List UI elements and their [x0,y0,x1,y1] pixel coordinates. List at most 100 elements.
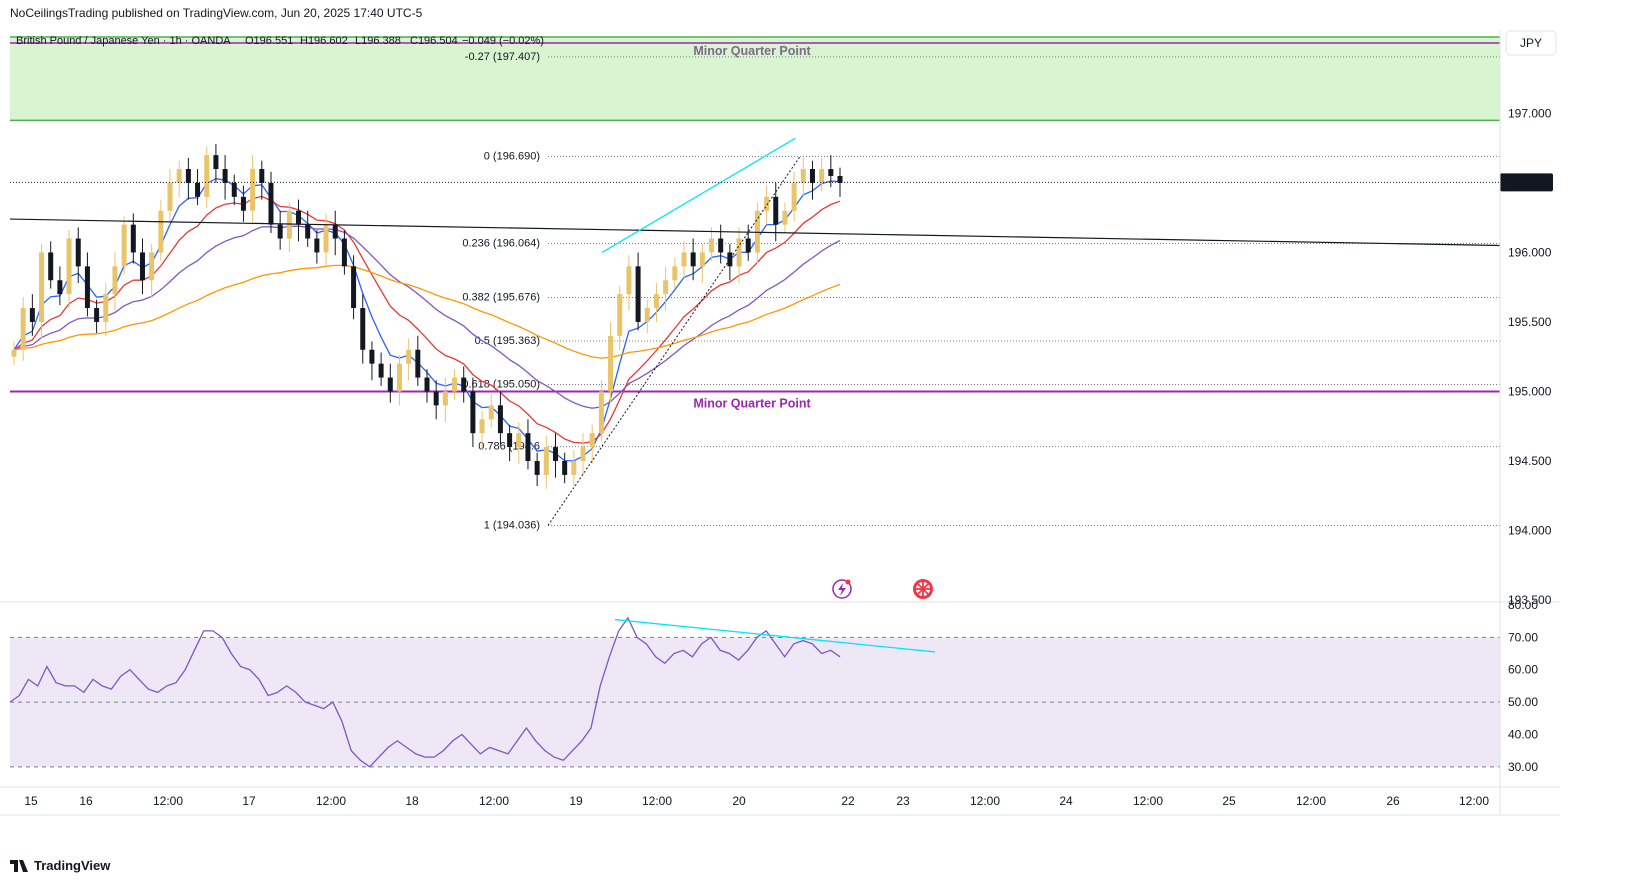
candle-body [185,169,191,183]
candle-body [314,238,320,253]
price-tick-label: 195.000 [1508,384,1552,398]
fib-retracement[interactable]: -0.27 (197.407) 0 (196.690) 0.236 (196.064… [462,51,1500,532]
time-tick-label: 12:00 [1459,794,1489,808]
candle-body [837,175,843,183]
candle-body [139,252,145,281]
time-tick-label: 12:00 [153,794,183,808]
fib-level-label: 0.382 (195.676) [462,291,540,303]
candle-body [39,252,45,322]
ohlc-high: H196.602 [300,35,348,47]
candle-body [442,391,448,406]
candle-body [773,196,779,225]
candle-body [507,433,513,448]
time-tick-label: 12:00 [1296,794,1326,808]
candle-body [727,252,733,267]
rsi-tick-label: 30.00 [1508,760,1538,774]
last-price-tag [1500,173,1553,192]
candle-body [709,238,715,253]
candle-body [130,224,136,253]
fib-diagonal [547,156,801,526]
candle-body [378,363,384,378]
annotations: 196.504 [9,137,1553,526]
candle-body [754,210,760,253]
candle-body [167,182,173,211]
time-tick-label: 18 [405,794,419,808]
time-tick-label: 24 [1059,794,1073,808]
ma-long-line [13,264,841,359]
ohlc-change: −0.049 (−0.02%) [462,35,544,47]
candle-body [286,210,292,239]
candle-body [259,169,265,183]
candle-body [360,308,366,350]
candle-body [525,433,531,461]
candle-body [103,294,109,322]
candle-body [791,182,797,211]
rsi-divergence-line [614,618,936,653]
candle-body [424,377,430,392]
candle-body [764,196,770,211]
axes: 197.000 196.500 196.000 195.500 195.000 194.5… [0,30,1560,816]
candle-body [681,252,687,267]
candle-body [672,266,678,281]
time-tick-label: 12:00 [316,794,346,808]
candle-body [387,377,393,392]
candle-body [57,280,63,295]
candle-body [158,210,164,253]
candle-body [690,252,696,267]
rsi-tick-label: 40.00 [1508,727,1538,741]
candle-body [250,169,256,211]
time-tick-label: 16 [79,794,93,808]
price-divergence-line [601,137,796,253]
candle-body [534,460,540,475]
candle-body [240,196,246,211]
candle-body [176,169,182,183]
rsi-tick-label: 50.00 [1508,695,1538,709]
publisher-header: NoCeilingsTrading published on TradingVi… [10,6,423,20]
candle-body [470,391,476,434]
candle-body [94,308,100,322]
symbol-name: British Pound / Japanese Yen · 1h · OAND… [16,35,231,47]
candle-body [20,308,26,350]
flash-event-icon[interactable] [832,579,852,599]
price-tick-label: 193.500 [1508,593,1552,607]
ohlc-low: L196.388 [355,35,401,47]
supply-zone-fill [10,36,1500,121]
time-tick-label: 12:00 [1133,794,1163,808]
candle-body [782,210,788,225]
candle-body [479,419,485,434]
candle-body [608,335,614,392]
candle-body [75,238,81,267]
price-tick-label: 194.000 [1508,523,1552,537]
price-tick-label: 197.000 [1508,106,1552,120]
time-tick-label: 19 [569,794,583,808]
candle-body [204,155,210,197]
candles [11,144,843,489]
time-tick-label: 12:00 [479,794,509,808]
zone-label: Minor Quarter Point [693,44,811,58]
time-tick-label: 12:00 [642,794,672,808]
tv-logo-icon [10,859,28,872]
candle-body [800,169,806,183]
ohlc-open: O196.551 [245,35,293,47]
candle-body [452,377,458,392]
candle-body [809,169,815,183]
uk-flag-icon[interactable] [913,579,933,599]
candle-body [736,238,742,267]
currency-button[interactable] [1505,30,1557,56]
time-tick-label: 12:00 [970,794,1000,808]
candle-body [112,266,118,295]
candle-body [828,169,834,176]
candle-body [415,349,421,378]
candle-body [626,266,632,295]
tradingview-logo: TradingView [10,858,110,873]
rsi-line [9,616,841,768]
trend-line [9,218,1501,247]
fib-level-label: 0.5 (195.363) [475,335,540,347]
candle-body [433,391,439,406]
candle-body [516,433,522,448]
candle-body [406,349,412,364]
price-tick-label: 195.500 [1508,315,1552,329]
candle-body [396,363,402,392]
candle-body [305,224,311,239]
